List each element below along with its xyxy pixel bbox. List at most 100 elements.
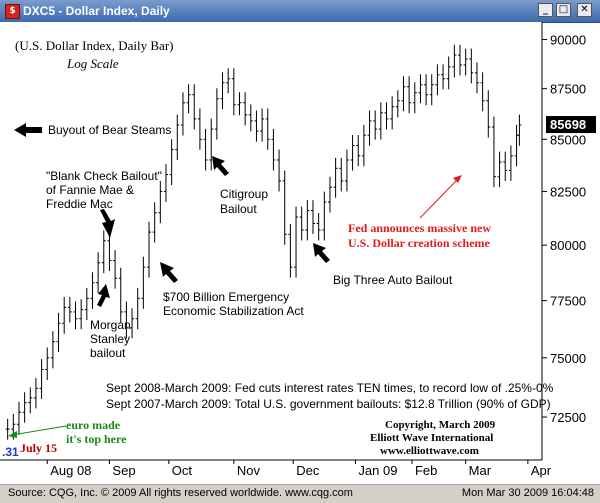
cqg-chart-icon: $ — [5, 4, 20, 19]
ohlc-bar — [5, 418, 10, 440]
ohlc-bar — [180, 92, 185, 136]
svg-text:Freddie Mac: Freddie Mac — [46, 197, 113, 211]
ohlc-bar — [458, 44, 463, 76]
axes: 72500 75000 77500 80000 82500 85000 87500 90000… — [0, 22, 596, 478]
ohlc-bar — [474, 62, 479, 94]
chart-subtitle: Log Scale — [66, 56, 119, 71]
ohlc-bar — [395, 90, 400, 118]
x-tick-label: Sep — [112, 463, 135, 478]
ohlc-bar — [248, 104, 253, 132]
arrowhead-icon — [8, 431, 17, 438]
svg-text:Buyout of Bear Steams: Buyout of Bear Steams — [48, 123, 171, 137]
ohlc-bar — [209, 118, 214, 171]
ohlc-bar — [384, 102, 389, 130]
ohlc-bar — [390, 96, 395, 130]
ohlc-bar — [517, 114, 522, 146]
ohlc-bar — [327, 176, 332, 213]
ohlc-bar — [441, 64, 446, 90]
last-price-label: 85698 — [550, 117, 586, 132]
svg-text:bailout: bailout — [90, 346, 126, 360]
ohlc-bar — [310, 200, 315, 234]
ohlc-bar — [101, 230, 106, 274]
ohlc-bar — [344, 149, 349, 192]
ohlc-bar — [141, 256, 146, 309]
ohlc-bar — [203, 128, 208, 171]
ohlc-bar — [220, 72, 225, 110]
minimize-button[interactable]: _ — [538, 3, 553, 17]
chart-title: (U.S. Dollar Index, Daily Bar) — [15, 38, 174, 53]
annotation-700-billion: $700 Billion Emergency Economic Stabiliz… — [160, 262, 304, 318]
ohlc-bar — [469, 48, 474, 84]
svg-text:Bailout: Bailout — [220, 202, 257, 216]
x-tick-label: Jan 09 — [358, 463, 397, 478]
svg-text:Stanley: Stanley — [90, 332, 130, 346]
x-tick-label: Nov — [237, 463, 261, 478]
ohlc-bar — [254, 110, 259, 142]
source-credit: Source: CQG, Inc. © 2009 All rights rese… — [8, 487, 353, 499]
arrowhead-icon — [453, 175, 462, 183]
ohlc-bar — [226, 68, 231, 94]
price-chart[interactable]: 72500 75000 77500 80000 82500 85000 87500 90000… — [0, 22, 600, 484]
x-tick-label: Aug 08 — [50, 463, 91, 478]
left-arrow-icon — [14, 123, 42, 137]
note-rate-cuts: Sept 2008-March 2009: Fed cuts interest … — [106, 381, 554, 395]
x-tick-label: Mar — [469, 463, 492, 478]
title-bar[interactable]: $ DXC5 - Dollar Index, Daily _ □ ✕ — [0, 0, 600, 23]
ohlc-bar — [373, 110, 378, 140]
ohlc-bar — [418, 74, 423, 104]
annotation-fed-scheme: Fed announces massive new U.S. Dollar cr… — [348, 175, 491, 250]
ohlc-bar — [118, 267, 123, 323]
svg-text:Citigroup: Citigroup — [220, 187, 268, 201]
ohlc-bar — [294, 206, 299, 278]
x-tick-label: Dec — [296, 463, 320, 478]
ohlc-bar — [265, 108, 270, 150]
ohlc-bar — [231, 68, 236, 116]
maximize-button[interactable]: □ — [556, 3, 571, 17]
up-left-arrow-icon — [313, 243, 330, 263]
ohlc-bar — [463, 48, 468, 76]
ohlc-bar — [452, 44, 457, 78]
ohlc-bar — [288, 223, 293, 278]
status-bar: Source: CQG, Inc. © 2009 All rights rese… — [0, 484, 600, 503]
annotation-bear-stearns: Buyout of Bear Steams — [14, 123, 171, 137]
down-arrow-icon — [100, 209, 115, 238]
ohlc-bar — [305, 200, 310, 241]
ohlc-bar — [480, 72, 485, 112]
ohlc-bar — [435, 64, 440, 96]
ohlc-bar — [316, 213, 321, 241]
ohlc-bar — [350, 135, 355, 171]
up-left-arrow-icon — [160, 262, 178, 283]
ohlc-bar — [424, 74, 429, 106]
ohlc-bar — [486, 90, 491, 138]
svg-text:Big Three Auto Bailout: Big Three Auto Bailout — [333, 273, 453, 287]
ohlc-bar — [282, 170, 287, 245]
ohlc-bar — [243, 92, 248, 126]
timestamp: Mon Mar 30 2009 16:04:48 — [461, 487, 594, 499]
y-tick-label: 80000 — [550, 238, 586, 253]
ohlc-bar — [333, 157, 338, 198]
last-price-box — [546, 116, 596, 134]
ohlc-bar — [79, 299, 84, 330]
y-tick-label: 82500 — [550, 184, 586, 199]
ohlc-bar — [497, 151, 502, 188]
ohlc-bar — [508, 145, 513, 181]
svg-text:Morgan: Morgan — [90, 318, 131, 332]
y-tick-label: 87500 — [550, 82, 586, 97]
y-tick-label: 72500 — [550, 410, 586, 425]
up-left-arrow-icon — [212, 156, 229, 176]
close-button[interactable]: ✕ — [577, 3, 592, 17]
svg-text:Elliott Wave International: Elliott Wave International — [370, 432, 493, 444]
ohlc-bar — [401, 76, 406, 112]
ohlc-bar — [158, 180, 163, 224]
ohlc-bar — [113, 250, 118, 289]
ohlc-bar — [147, 221, 152, 278]
ohlc-bar — [33, 377, 38, 409]
note-bailouts: Sept 2007-March 2009: Total U.S. governm… — [106, 397, 551, 411]
ohlc-bar — [135, 287, 140, 330]
ohlc-bar — [186, 84, 191, 114]
svg-text:it's top here: it's top here — [66, 432, 127, 446]
x-tick-label: Apr — [531, 463, 552, 478]
svg-text:of Fannie Mae &: of Fannie Mae & — [46, 183, 134, 197]
ohlc-bar — [163, 164, 168, 202]
